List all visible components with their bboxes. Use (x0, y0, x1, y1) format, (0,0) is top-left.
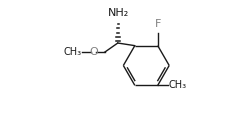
Text: O: O (89, 47, 98, 57)
Text: CH₃: CH₃ (168, 80, 186, 90)
Text: CH₃: CH₃ (64, 47, 82, 57)
Text: NH₂: NH₂ (108, 8, 129, 18)
Text: F: F (155, 19, 161, 29)
